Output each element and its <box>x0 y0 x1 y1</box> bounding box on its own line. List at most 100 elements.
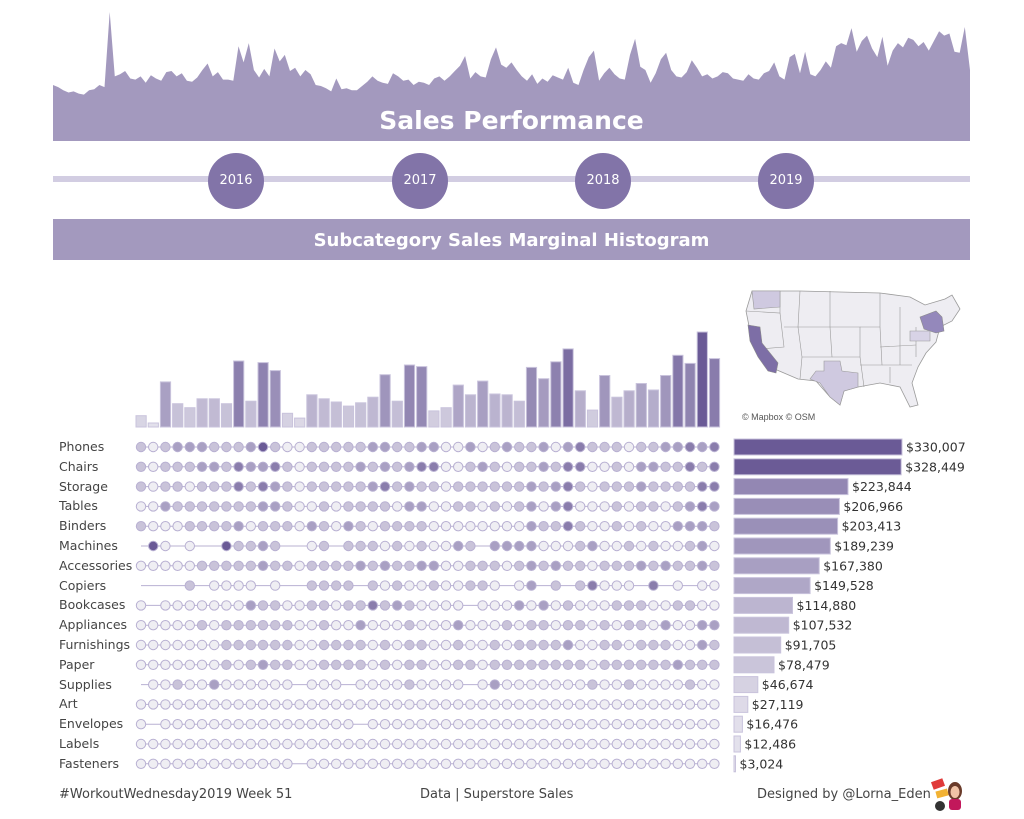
heat-dot[interactable] <box>209 659 220 671</box>
heat-dot[interactable] <box>440 659 452 671</box>
heat-dot[interactable] <box>648 620 659 631</box>
heat-dot[interactable] <box>599 639 610 651</box>
heat-dot[interactable] <box>514 501 525 512</box>
heat-dot[interactable] <box>575 461 586 472</box>
heat-dot[interactable] <box>221 600 232 611</box>
heat-dot[interactable] <box>416 600 427 611</box>
heat-dot[interactable] <box>221 461 232 472</box>
histogram-bar[interactable] <box>525 366 538 428</box>
heat-dot[interactable] <box>416 481 427 492</box>
histogram-bar[interactable] <box>196 398 208 428</box>
heat-dot[interactable] <box>538 639 549 651</box>
heat-dot[interactable] <box>587 600 598 611</box>
heat-dot[interactable] <box>575 540 586 552</box>
heat-dot[interactable] <box>160 441 171 453</box>
heat-dot[interactable] <box>245 699 257 710</box>
heat-dot[interactable] <box>257 659 269 671</box>
heat-dot[interactable] <box>477 699 488 710</box>
heat-dot[interactable] <box>623 719 635 730</box>
heat-dot[interactable] <box>453 560 464 572</box>
heat-dot[interactable] <box>440 481 452 492</box>
heat-dot[interactable] <box>636 600 647 611</box>
heat-dot[interactable] <box>489 461 500 472</box>
heat-dot[interactable] <box>331 738 342 750</box>
heat-dot[interactable] <box>257 560 269 572</box>
heat-dot[interactable] <box>611 580 622 591</box>
heat-dot[interactable] <box>257 600 269 611</box>
heat-dot[interactable] <box>416 679 427 690</box>
heat-dot[interactable] <box>550 461 561 472</box>
heat-dot[interactable] <box>465 501 476 512</box>
heat-dot[interactable] <box>623 600 635 611</box>
heat-dot[interactable] <box>355 560 366 572</box>
histogram-bar[interactable] <box>330 401 342 428</box>
histogram-bar[interactable] <box>623 390 635 428</box>
heat-dot[interactable] <box>440 679 452 690</box>
heat-dot[interactable] <box>599 441 610 453</box>
heat-dot[interactable] <box>611 521 622 532</box>
heat-dot[interactable] <box>160 738 171 750</box>
heat-dot[interactable] <box>416 639 427 651</box>
heat-dot[interactable] <box>160 540 171 552</box>
heat-dot[interactable] <box>684 481 696 492</box>
heat-dot[interactable] <box>148 738 159 750</box>
heat-dot[interactable] <box>355 481 366 492</box>
heat-dot[interactable] <box>367 719 379 730</box>
heat-dot[interactable] <box>331 699 342 710</box>
heat-dot[interactable] <box>172 501 183 512</box>
heat-dot[interactable] <box>367 461 379 472</box>
heat-dot[interactable] <box>489 501 500 512</box>
heat-dot[interactable] <box>526 719 537 730</box>
heat-dot[interactable] <box>636 659 647 671</box>
heat-dot[interactable] <box>148 521 159 532</box>
heat-dot[interactable] <box>270 461 281 472</box>
heat-dot[interactable] <box>404 521 415 532</box>
histogram-bar[interactable] <box>647 389 660 428</box>
heat-dot[interactable] <box>477 679 488 690</box>
heat-dot[interactable] <box>416 738 427 750</box>
heat-dot[interactable] <box>306 501 318 512</box>
heat-dot[interactable] <box>684 659 696 671</box>
heat-dot[interactable] <box>270 620 281 631</box>
footer-designer[interactable]: Designed by @Lorna_Eden <box>757 787 931 802</box>
heat-dot[interactable] <box>148 758 159 769</box>
heat-dot[interactable] <box>416 441 427 453</box>
heat-dot[interactable] <box>660 521 671 532</box>
heat-dot[interactable] <box>306 699 318 710</box>
heat-dot[interactable] <box>233 738 244 750</box>
heat-dot[interactable] <box>367 580 379 591</box>
heat-dot[interactable] <box>318 719 330 730</box>
heat-dot[interactable] <box>184 540 195 552</box>
heat-dot[interactable] <box>392 719 403 730</box>
heat-dot[interactable] <box>440 540 452 552</box>
heat-dot[interactable] <box>709 620 720 631</box>
heat-dot[interactable] <box>148 481 159 492</box>
heat-dot[interactable] <box>196 639 208 651</box>
heat-dot[interactable] <box>172 738 183 750</box>
heat-dot[interactable] <box>294 560 305 572</box>
heat-dot[interactable] <box>209 679 220 690</box>
sales-bar[interactable] <box>733 676 759 694</box>
heat-dot[interactable] <box>599 758 610 769</box>
heat-dot[interactable] <box>684 600 696 611</box>
sales-bar[interactable] <box>733 735 741 753</box>
sales-bar[interactable] <box>733 438 903 456</box>
histogram-bar[interactable] <box>550 361 562 428</box>
heat-dot[interactable] <box>282 738 293 750</box>
heat-dot[interactable] <box>270 639 281 651</box>
heat-dot[interactable] <box>282 600 293 611</box>
heat-dot[interactable] <box>233 639 244 651</box>
heat-dot[interactable] <box>453 738 464 750</box>
heat-dot[interactable] <box>611 639 622 651</box>
heat-dot[interactable] <box>379 481 391 492</box>
heat-dot[interactable] <box>392 600 403 611</box>
heat-dot[interactable] <box>501 639 513 651</box>
heat-dot[interactable] <box>453 620 464 631</box>
heat-dot[interactable] <box>514 540 525 552</box>
histogram-bar[interactable] <box>696 331 708 428</box>
heat-dot[interactable] <box>135 659 147 671</box>
heat-dot[interactable] <box>611 659 622 671</box>
heat-dot[interactable] <box>648 719 659 730</box>
heat-dot[interactable] <box>538 461 549 472</box>
heat-dot[interactable] <box>684 540 696 552</box>
